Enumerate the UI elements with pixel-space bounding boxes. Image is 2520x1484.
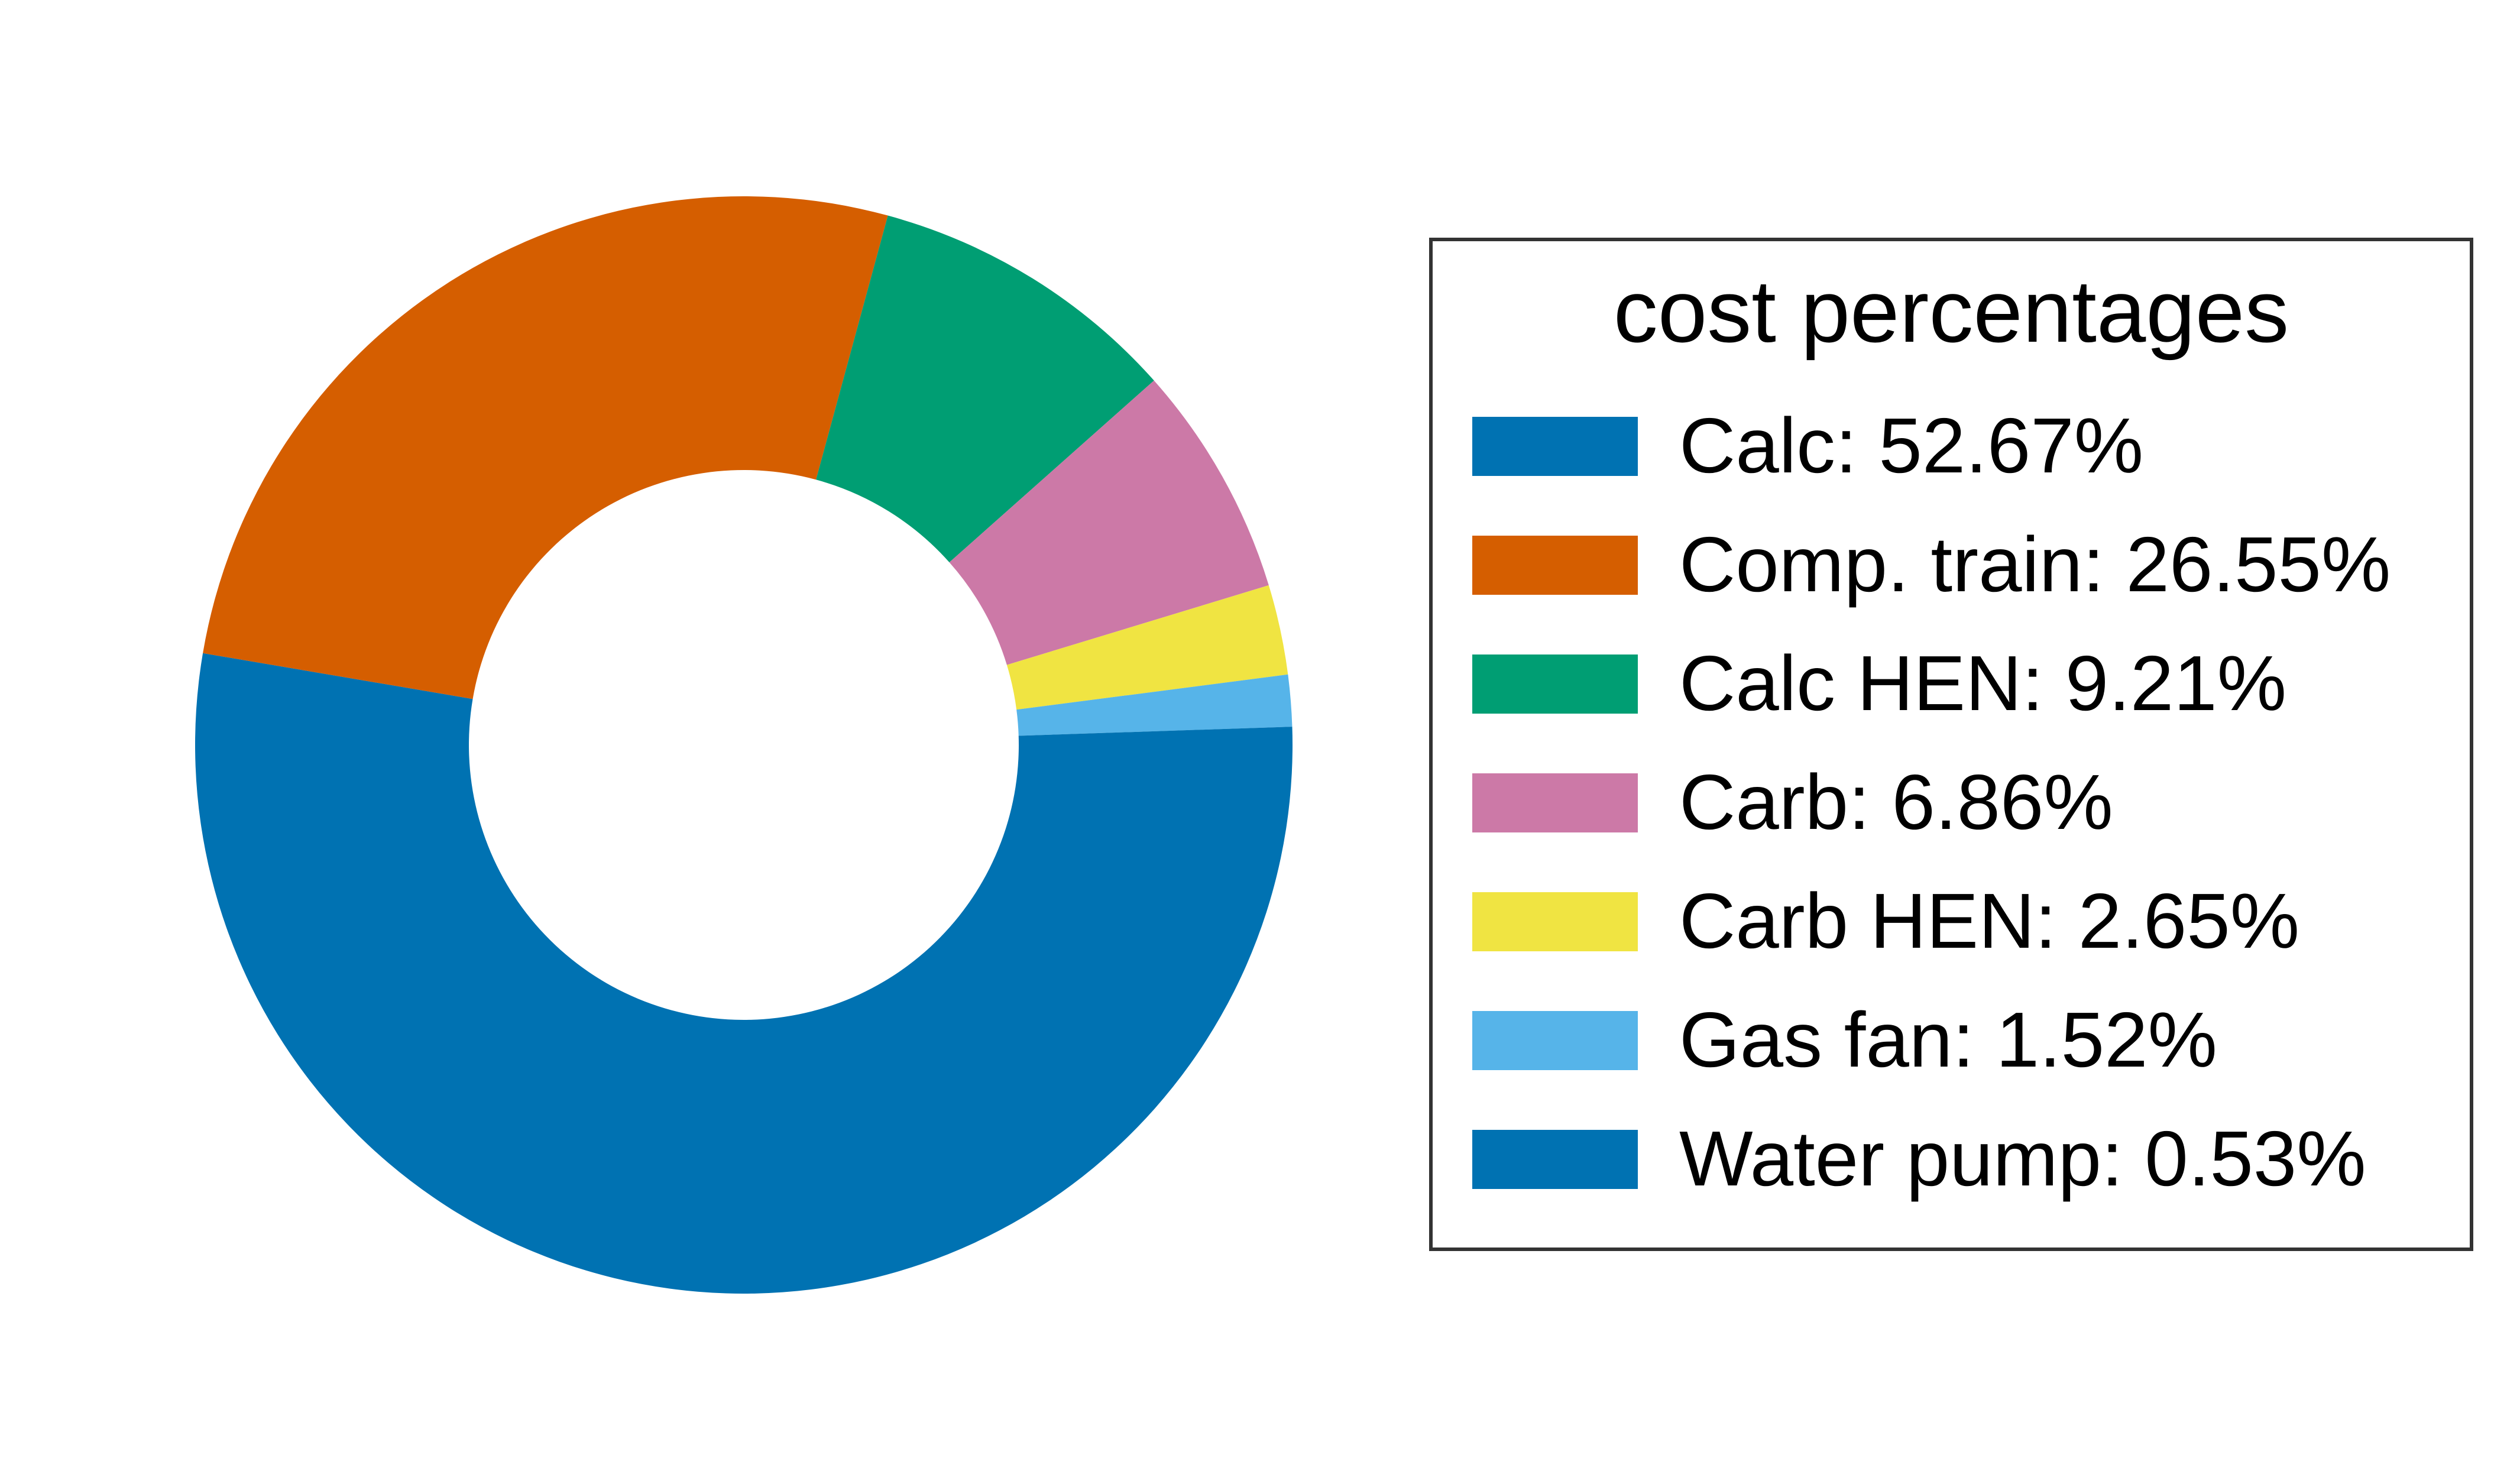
legend-frame: [1429, 238, 2473, 1251]
legend-label: Comp. train: 26.55%: [1679, 521, 2391, 608]
legend-label: Carb HEN: 2.65%: [1679, 877, 2299, 964]
legend-items: Calc: 52.67% Comp. train: 26.55% Calc HEN:…: [1472, 402, 2391, 1202]
legend: cost percentages Calc: 52.67% Comp. train…: [1429, 238, 2473, 1251]
legend-label: Gas fan: 1.52%: [1679, 996, 2217, 1083]
legend-swatch: [1472, 1011, 1638, 1070]
slice-calc: [195, 653, 1293, 1294]
legend-swatch: [1472, 417, 1638, 476]
legend-label: Water pump: 0.53%: [1679, 1115, 2366, 1202]
slice-gas-fan: [1016, 674, 1293, 736]
donut-slices: [195, 196, 1293, 1294]
legend-title: cost percentages: [1614, 261, 2289, 361]
slice-carb-hen: [1006, 585, 1288, 710]
slice-comp-train: [203, 196, 888, 699]
slice-calc-hen: [816, 215, 1154, 563]
slice-water-pump: [1018, 727, 1293, 745]
legend-label: Carb: 6.86%: [1679, 759, 2113, 845]
legend-swatch: [1472, 892, 1638, 951]
legend-swatch: [1472, 1130, 1638, 1189]
legend-swatch: [1472, 773, 1638, 832]
legend-swatch: [1472, 536, 1638, 595]
legend-label: Calc HEN: 9.21%: [1679, 640, 2286, 727]
slice-carb: [949, 380, 1269, 665]
legend-swatch: [1472, 654, 1638, 714]
legend-label: Calc: 52.67%: [1679, 402, 2143, 489]
